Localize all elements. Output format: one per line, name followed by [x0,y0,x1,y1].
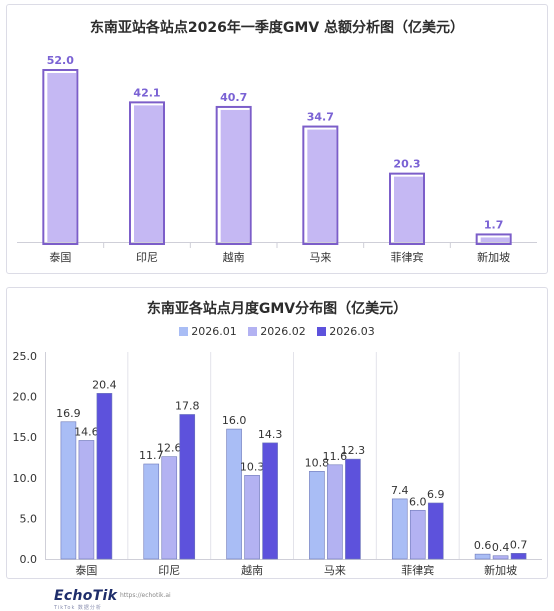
monthly-gmv-bar [427,502,444,560]
echotik-logo: EchoTik [54,588,118,604]
monthly-gmv-y-tick-label: 25.0 [13,350,38,363]
monthly-gmv-value-label: 11.6 [323,450,348,463]
monthly-gmv-bar [345,458,361,560]
monthly-gmv-value-label: 10.8 [305,456,330,469]
monthly-gmv-bar [96,393,113,560]
legend-item-feb: 2026.02 [248,325,306,338]
monthly-gmv-bar [262,442,278,560]
monthly-gmv-bar [474,553,491,560]
monthly-gmv-value-label: 0.4 [492,541,510,554]
total-gmv-bar-outline [215,105,252,245]
total-gmv-chart-panel: 东南亚站各站点2026年一季度GMV 总额分析图（亿美元） 52.0 泰国 42.1… [6,4,548,274]
monthly-gmv-bar [60,421,77,560]
monthly-gmv-y-tick-label: 15.0 [13,431,38,444]
monthly-gmv-value-label: 16.0 [222,414,247,427]
monthly-gmv-bar [244,475,260,560]
monthly-gmv-value-label: 6.9 [427,488,445,501]
total-gmv-bar-chart: 52.0 泰国 42.1 印尼 40.7 越南 34.7 马来 20.3 菲律宾 1.7 新加坡 [17,54,537,264]
monthly-gmv-legend: 2026.01 2026.02 2026.03 [7,325,547,338]
total-gmv-bar [307,129,337,242]
monthly-gmv-bar [226,428,242,560]
monthly-gmv-value-label: 12.6 [157,442,182,455]
total-gmv-bar [480,237,510,242]
monthly-gmv-bar [309,471,325,560]
total-gmv-value-label: 52.0 [47,54,74,67]
monthly-gmv-value-label: 0.6 [474,539,492,552]
monthly-gmv-y-tick-label: 5.0 [20,512,38,525]
monthly-gmv-value-label: 6.0 [409,495,427,508]
monthly-gmv-bar [510,553,527,560]
monthly-gmv-bar [161,456,178,560]
monthly-gmv-category-label: 泰国 [75,563,97,577]
legend-swatch-feb [248,327,258,336]
total-gmv-value-label: 1.7 [484,218,504,231]
monthly-gmv-value-label: 12.3 [341,444,366,457]
monthly-gmv-category-label: 越南 [241,563,263,577]
legend-label-mar: 2026.03 [329,325,375,338]
footer-brand: EchoTik TikTok 数据分析 [54,588,118,611]
monthly-gmv-chart-panel: 东南亚各站点月度GMV分布图（亿美元） 2026.01 2026.02 2026… [6,287,548,579]
monthly-gmv-bar [143,463,160,560]
monthly-gmv-bar [78,440,95,560]
total-gmv-value-label: 20.3 [393,158,420,171]
monthly-gmv-bar [391,498,408,560]
total-gmv-bar [134,105,163,242]
legend-swatch-mar [317,327,327,336]
total-gmv-bar-outline [475,233,512,245]
monthly-gmv-bar [492,555,509,560]
legend-label-jan: 2026.01 [191,325,237,338]
monthly-gmv-value-label: 14.6 [74,425,99,438]
monthly-gmv-bar [179,414,196,560]
echotik-logo-subtitle: TikTok 数据分析 [54,605,102,611]
total-gmv-category-label: 马来 [309,251,331,264]
monthly-gmv-y-tick-label: 20.0 [13,391,38,404]
total-gmv-value-label: 40.7 [220,91,247,104]
monthly-gmv-value-label: 17.8 [175,399,200,412]
monthly-gmv-category-label: 印尼 [158,564,180,577]
total-gmv-category-label: 泰国 [49,250,71,264]
total-gmv-category-label: 印尼 [136,251,158,264]
monthly-gmv-value-label: 10.3 [240,460,265,473]
monthly-gmv-category-label: 菲律宾 [401,563,434,577]
legend-swatch-jan [179,327,189,336]
monthly-gmv-value-label: 11.7 [139,449,164,462]
total-gmv-bar [47,73,77,242]
monthly-gmv-value-label: 20.4 [92,378,117,391]
total-gmv-category-label: 越南 [223,250,245,264]
monthly-gmv-y-tick-label: 0.0 [20,553,38,566]
monthly-gmv-bar [327,464,343,560]
total-gmv-bar-outline [129,101,165,245]
total-gmv-bar-outline [42,69,79,245]
monthly-gmv-category-label: 新加坡 [484,563,517,577]
monthly-gmv-value-label: 14.3 [258,428,283,441]
total-gmv-bar-outline [389,172,425,245]
total-gmv-category-label: 菲律宾 [391,250,424,264]
monthly-gmv-bar-chart: 0.0 5.0 10.0 15.0 20.0 25.0 16.9 14.6 20.4 泰国 11.7… [13,350,542,577]
monthly-gmv-y-tick-label: 10.0 [13,472,38,485]
total-gmv-chart-title: 东南亚站各站点2026年一季度GMV 总额分析图（亿美元） [89,20,465,36]
legend-item-jan: 2026.01 [179,325,237,338]
monthly-gmv-value-label: 16.9 [56,407,81,420]
monthly-gmv-value-label: 0.7 [510,538,528,551]
monthly-gmv-value-label: 7.4 [391,484,409,497]
total-gmv-bar [394,176,423,242]
total-gmv-value-label: 34.7 [307,111,334,124]
total-gmv-bar-outline [302,125,339,245]
legend-item-mar: 2026.03 [317,325,375,338]
total-gmv-value-label: 42.1 [133,86,160,99]
total-gmv-bar [220,109,250,242]
total-gmv-category-label: 新加坡 [477,250,510,264]
monthly-gmv-bar [409,509,426,560]
footer-url: https://echotik.ai [120,592,171,599]
monthly-gmv-chart-title: 东南亚各站点月度GMV分布图（亿美元） [146,301,408,317]
legend-label-feb: 2026.02 [260,325,306,338]
monthly-gmv-category-label: 马来 [324,564,346,577]
